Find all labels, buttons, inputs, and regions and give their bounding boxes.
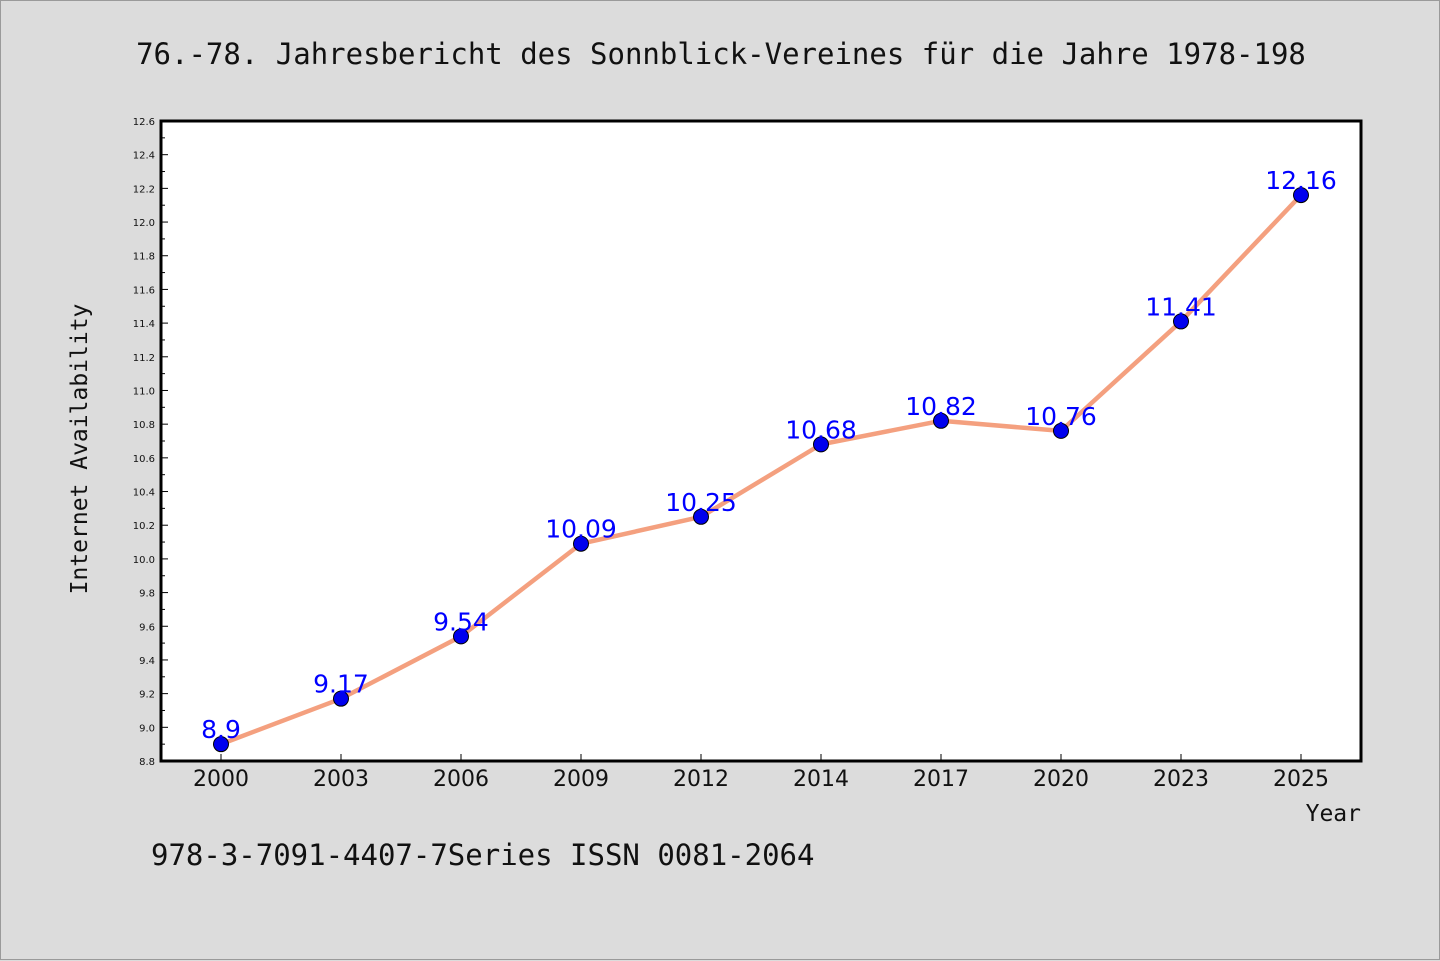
y-tick-label: 12.2 [133,184,155,195]
data-label: 10.09 [545,515,617,544]
y-tick-label: 12.0 [133,218,155,229]
x-tick-label: 2006 [433,767,489,792]
y-tick-label: 9.8 [139,589,155,600]
y-tick-label: 10.8 [133,420,155,431]
series-line [218,192,1304,747]
x-tick-label: 2020 [1033,767,1089,792]
y-tick-label: 11.4 [133,319,155,330]
data-point [933,412,949,429]
data-point [573,535,589,552]
y-axis-label: Internet Availability [67,304,93,595]
y-tick-label: 11.0 [133,386,155,397]
data-point [1293,187,1309,204]
y-tick-label: 8.8 [139,757,155,768]
y-tick-label: 10.4 [133,488,155,499]
y-tick-label: 9.6 [139,622,155,633]
y-tick-label: 10.0 [133,555,155,566]
footer-text: 978-3-7091-4407-7Series ISSN 0081-2064 [151,838,814,872]
data-label: 9.17 [313,670,369,699]
y-tick-label: 11.8 [133,252,155,263]
data-label: 10.82 [905,392,977,421]
data-point [813,436,829,453]
x-axis-label: Year [1306,801,1361,827]
data-point [1173,313,1189,330]
y-axis: 8.8 9.0 9.2 9.4 9.6 9.8 10.0 10.2 10.4 10.6 10.8 11… [133,117,168,768]
data-label: 10.68 [785,415,857,444]
x-axis: 2000 2003 2006 2009 2012 2014 2017 2020 2023 2025 [193,754,1329,792]
y-tick-label: 9.2 [139,690,155,701]
x-tick-label: 2025 [1273,767,1329,792]
data-label: 10.25 [665,488,737,517]
x-tick-label: 2000 [193,767,249,792]
data-point [333,690,349,707]
data-point [213,736,229,753]
y-tick-label: 9.4 [139,656,155,667]
y-tick-label: 12.6 [133,117,155,128]
series-layer: 8.9 9.17 9.54 10.09 10.25 10.68 10.82 10.76 11.4… [201,166,1337,753]
x-tick-label: 2023 [1153,767,1209,792]
data-label: 12.16 [1265,166,1337,195]
x-tick-label: 2012 [673,767,729,792]
y-tick-label: 12.4 [133,151,155,162]
x-tick-label: 2017 [913,767,969,792]
data-label: 8.9 [201,715,241,744]
x-tick-label: 2003 [313,767,369,792]
y-tick-label: 10.2 [133,521,155,532]
plot-area [159,119,1363,763]
y-tick-label: 11.2 [133,353,155,364]
y-tick-label: 9.0 [139,723,155,734]
data-label: 10.76 [1025,402,1097,431]
y-tick-label: 11.6 [133,285,155,296]
chart-title: 76.-78. Jahresbericht des Sonnblick-Vere… [136,37,1306,71]
x-tick-label: 2014 [793,767,849,792]
data-label: 9.54 [433,607,489,636]
x-tick-label: 2009 [553,767,609,792]
data-point [453,628,469,645]
data-label: 11.41 [1145,292,1217,321]
data-point [1053,422,1069,439]
y-tick-label: 10.6 [133,454,155,465]
data-point [693,508,709,525]
